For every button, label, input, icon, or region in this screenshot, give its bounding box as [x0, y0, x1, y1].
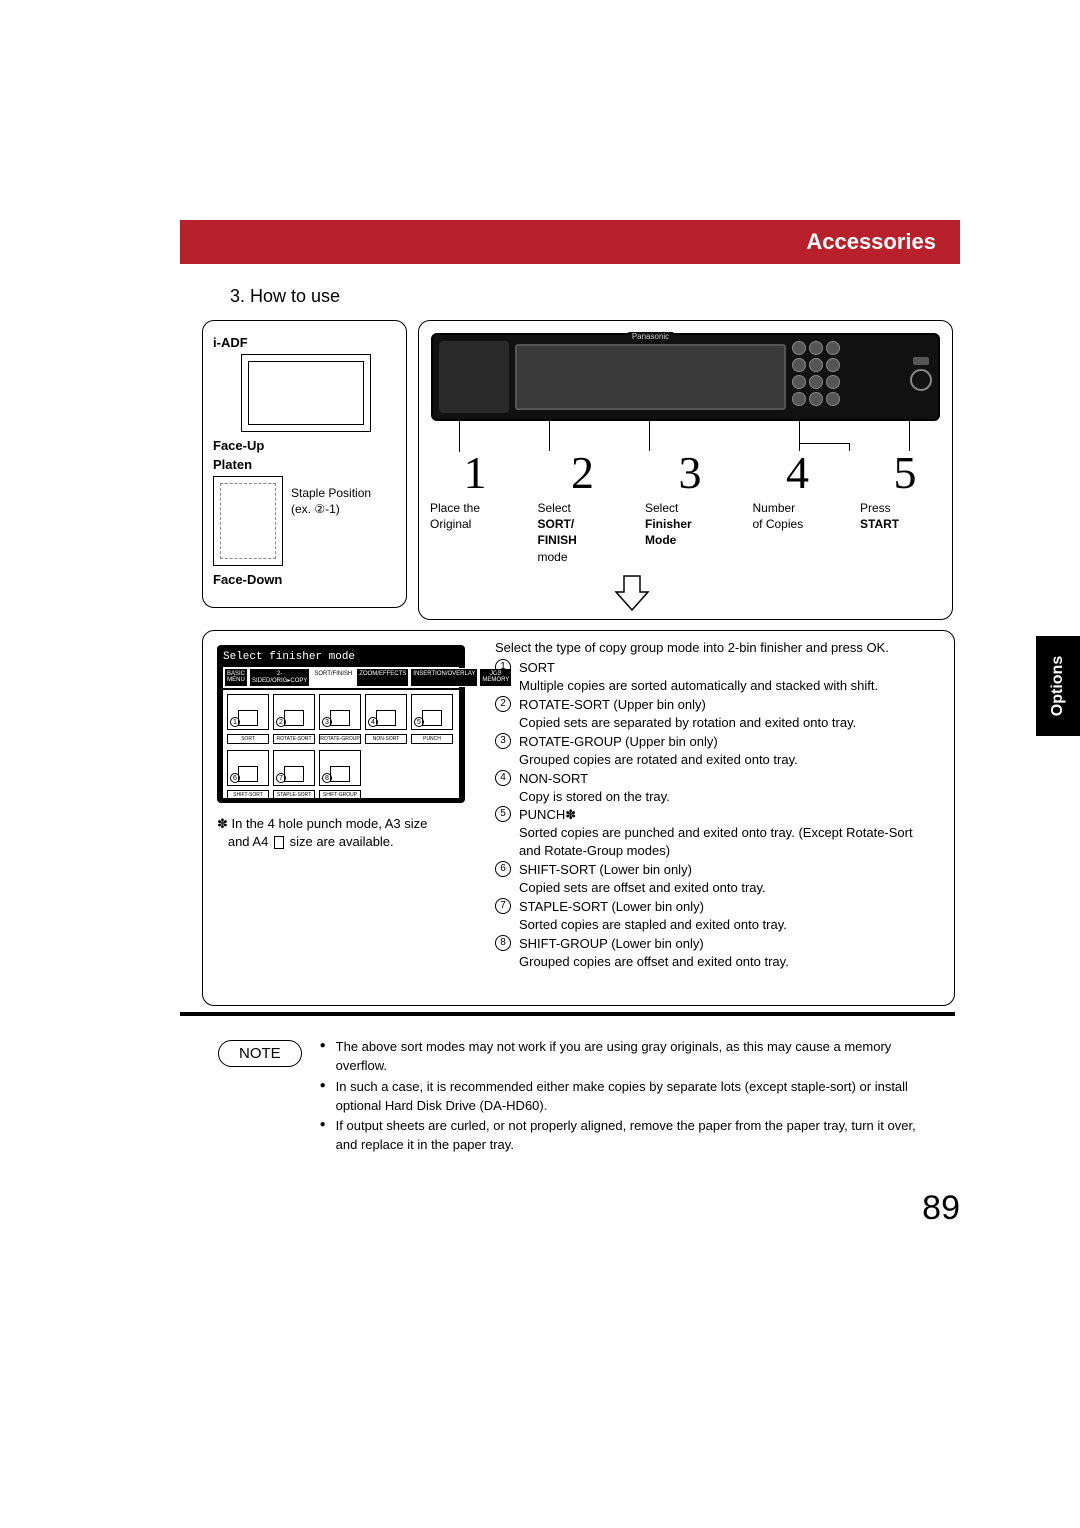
mode-btn-8: 8 — [319, 750, 361, 786]
platen-label: Platen — [213, 457, 396, 472]
leader-line — [649, 421, 650, 451]
step-3: 3 SelectFinisherMode — [645, 450, 735, 565]
manual-page: Accessories Options 3. How to use i-ADF … — [0, 0, 1080, 1528]
note-item: The above sort modes may not work if you… — [320, 1038, 938, 1076]
mode-item: 6SHIFT-SORT (Lower bin only)Copied sets … — [495, 861, 935, 897]
original-placement-box: i-ADF Face-Up Platen Staple Position (ex… — [202, 320, 407, 608]
mode-btn-2: 2 — [273, 694, 315, 730]
platen-diagram — [213, 476, 283, 566]
faceup-label: Face-Up — [213, 438, 396, 453]
mode-item: 2ROTATE-SORT (Upper bin only)Copied sets… — [495, 696, 935, 732]
portrait-orientation-icon — [274, 836, 284, 849]
finisher-body: 1 2 3 4 5 SORT ROTATE-SORT ROTATE-GROUP … — [223, 690, 459, 798]
finisher-screen-illustration: Select finisher mode BASIC MENU 2-SIDED/… — [217, 645, 465, 803]
panel-brand: Panasonic — [628, 332, 673, 341]
finisher-screen-title: Select finisher mode — [223, 651, 459, 663]
side-tab-options: Options — [1036, 636, 1080, 736]
note-item: In such a case, it is recommended either… — [320, 1078, 938, 1116]
leader-line — [459, 421, 460, 451]
mode-btn-4: 4 — [365, 694, 407, 730]
panel-left-buttons — [439, 341, 509, 413]
step-1: 1 Place theOriginal — [430, 450, 520, 565]
facedown-label: Face-Down — [213, 572, 396, 587]
clear-button-icon — [913, 357, 929, 365]
mode-item: 8SHIFT-GROUP (Lower bin only)Grouped cop… — [495, 935, 935, 971]
steps-row: 1 Place theOriginal 2 SelectSORT/FINISHm… — [430, 450, 950, 565]
side-tab-label: Options — [1049, 656, 1067, 716]
note-list: The above sort modes may not work if you… — [320, 1038, 938, 1157]
panel-keypad — [792, 341, 840, 406]
panel-touchscreen: Panasonic — [515, 344, 786, 410]
iadf-label: i-ADF — [213, 335, 396, 350]
staple-position-text: Staple Position (ex. ②-1) — [291, 486, 371, 517]
down-arrow-icon — [612, 572, 652, 612]
finisher-tabs: BASIC MENU 2-SIDED/ORIG▸COPY SORT/FINISH… — [223, 667, 459, 688]
mode-item: 7STAPLE-SORT (Lower bin only)Sorted copi… — [495, 898, 935, 934]
divider-bar — [180, 1012, 955, 1016]
mode-btn-7: 7 — [273, 750, 315, 786]
step-2: 2 SelectSORT/FINISHmode — [538, 450, 628, 565]
leader-line — [799, 421, 800, 443]
control-panel-illustration: Panasonic — [431, 333, 940, 421]
mode-btn-3: 3 — [319, 694, 361, 730]
step-5: 5 PressSTART — [860, 450, 950, 565]
mode-btn-5: 5 — [411, 694, 453, 730]
header-banner: Accessories — [180, 220, 960, 264]
mode-btn-1: 1 — [227, 694, 269, 730]
page-number: 89 — [922, 1189, 960, 1228]
note-section: NOTE The above sort modes may not work i… — [218, 1038, 938, 1157]
mode-item: 1SORTMultiple copies are sorted automati… — [495, 659, 935, 695]
leader-line — [549, 421, 550, 451]
panel-right-controls — [792, 341, 932, 413]
step-4: 4 Numberof Copies — [753, 450, 843, 565]
mode-item: 5PUNCH✽Sorted copies are punched and exi… — [495, 806, 935, 860]
mode-intro: Select the type of copy group mode into … — [495, 639, 935, 657]
section-title: 3. How to use — [230, 286, 340, 307]
mode-descriptions: Select the type of copy group mode into … — [495, 639, 935, 971]
mode-item: 4NON-SORTCopy is stored on the tray. — [495, 770, 935, 806]
iadf-diagram — [241, 354, 371, 432]
header-title: Accessories — [806, 229, 936, 255]
mode-btn-6: 6 — [227, 750, 269, 786]
start-button-icon — [910, 369, 932, 391]
punch-footnote: ✽ In the 4 hole punch mode, A3 size and … — [217, 815, 477, 851]
finisher-detail-box: Select finisher mode BASIC MENU 2-SIDED/… — [202, 630, 955, 1006]
mode-item: 3ROTATE-GROUP (Upper bin only)Grouped co… — [495, 733, 935, 769]
note-item: If output sheets are curled, or not prop… — [320, 1117, 938, 1155]
leader-line — [799, 443, 849, 444]
note-label: NOTE — [218, 1040, 302, 1067]
